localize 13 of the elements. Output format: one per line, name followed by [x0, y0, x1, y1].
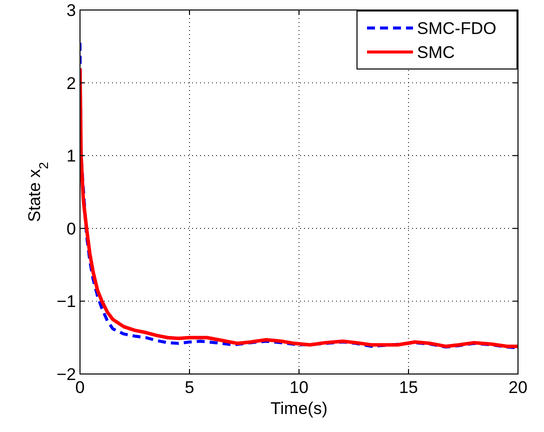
x-axis-title: Time(s) [270, 399, 328, 418]
y-tick-label: 2 [66, 74, 76, 93]
legend-label: SMC-FDO [417, 19, 496, 38]
x-tick-label: 15 [399, 378, 418, 397]
y-tick-label: 0 [66, 219, 76, 238]
y-tick-label: 3 [66, 1, 76, 20]
y-tick-label: −2 [56, 365, 76, 384]
legend-label: SMC [417, 43, 455, 62]
x-tick-label: 20 [508, 378, 528, 397]
y-tick-label: 1 [66, 146, 76, 166]
y-tick-label: −1 [56, 292, 76, 312]
x-tick-label: 10 [290, 378, 308, 397]
x-tick-label: 5 [184, 378, 194, 397]
